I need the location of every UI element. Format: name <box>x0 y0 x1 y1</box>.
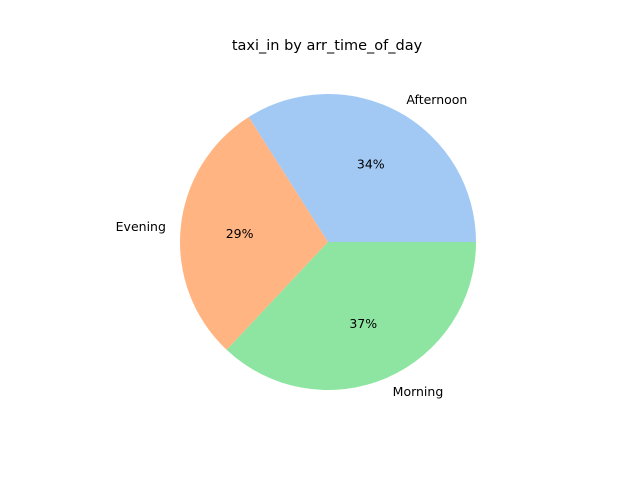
slice-label-afternoon: Afternoon <box>406 92 467 107</box>
pie-slice-evening <box>180 117 328 350</box>
pie-slice-afternoon <box>248 94 476 242</box>
pct-label-afternoon: 34% <box>357 157 385 172</box>
slice-label-evening: Evening <box>116 219 166 234</box>
pct-label-evening: 29% <box>226 226 254 241</box>
pie-slices <box>180 94 476 390</box>
pie-labels: Afternoon 34% Evening 29% Morning 37% <box>116 92 468 399</box>
pct-label-morning: 37% <box>349 316 377 331</box>
slice-label-morning: Morning <box>393 384 444 399</box>
pie-slice-morning <box>226 242 476 390</box>
chart-title: taxi_in by arr_time_of_day <box>232 38 423 54</box>
